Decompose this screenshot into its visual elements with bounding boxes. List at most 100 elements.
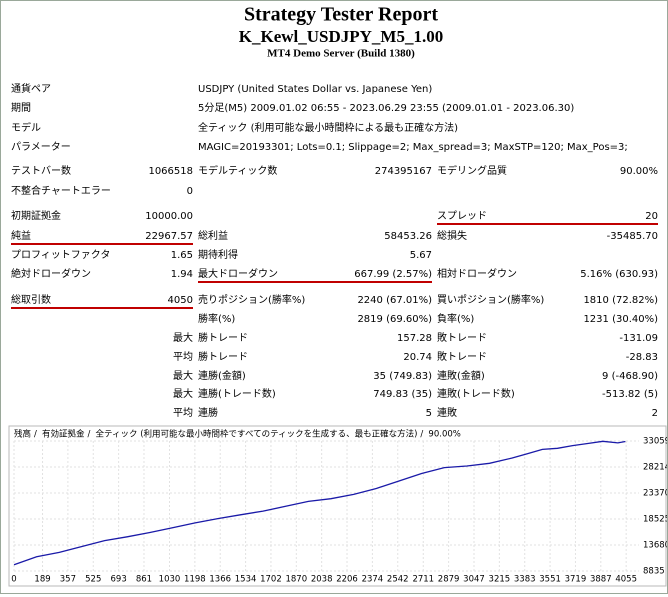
- y-tick-label: 18525: [643, 514, 667, 524]
- stat-value: 1.94: [171, 269, 193, 280]
- stat-label: プロフィットファクタ: [11, 249, 110, 261]
- x-tick-label: 1534: [235, 575, 257, 585]
- stat-value: 274395167: [375, 166, 432, 177]
- stat-value: 0: [187, 186, 193, 197]
- server-name: MT4 Demo Server (Build 1380): [267, 48, 415, 60]
- stat-value: -35485.70: [607, 231, 658, 242]
- x-tick-label: 1198: [184, 575, 206, 585]
- x-tick-label: 525: [85, 575, 101, 585]
- x-tick-label: 189: [34, 575, 50, 585]
- stat-label: テストバー数: [11, 164, 71, 177]
- stat-label: 不整合チャートエラー: [11, 184, 111, 197]
- stat-label: 連勝(トレード数): [198, 387, 276, 400]
- stat-label: 勝率(%): [198, 312, 235, 325]
- stat-label: 連勝(金額): [198, 369, 246, 382]
- stat-label: 絶対ドローダウン: [11, 267, 91, 280]
- stat-value: 平均: [173, 351, 193, 363]
- chart-frame: [8, 425, 667, 587]
- stat-label: 勝トレード: [198, 331, 248, 344]
- stat-value: 20.74: [403, 352, 432, 363]
- stat-value: 4050: [168, 295, 193, 306]
- x-tick-label: 4055: [615, 575, 637, 585]
- stat-label: 総取引数: [11, 293, 51, 306]
- stat-label: 敗トレード: [437, 331, 487, 344]
- y-tick-label: 13680: [643, 540, 667, 550]
- legend-quality: 90.00%: [428, 430, 460, 440]
- stat-label: 期待利得: [198, 248, 238, 261]
- stat-value: 35 (749.83): [373, 371, 432, 382]
- info-value: 全ティック (利用可能な最小時間枠による最も正確な方法): [198, 121, 458, 134]
- stat-value: -513.82 (5): [602, 389, 658, 400]
- x-tick-label: 1366: [209, 575, 231, 585]
- stat-value: 2240 (67.01%): [357, 295, 432, 306]
- y-tick-label: 33059: [643, 437, 667, 447]
- legend-entry: 全ティック (利用可能な最小時間枠ですべてのティックを生成する、最も正確な方法): [96, 429, 418, 440]
- stat-value: 9 (-468.90): [602, 371, 658, 382]
- stat-label: 勝トレード: [198, 350, 248, 363]
- info-label: 期間: [11, 102, 31, 114]
- legend-separator: /: [88, 430, 91, 440]
- info-value: 5分足(M5) 2009.01.02 06:55 - 2023.06.29 23…: [198, 102, 574, 114]
- stat-label: 相対ドローダウン: [437, 267, 517, 280]
- stat-label: 売りポジション(勝率%): [198, 293, 305, 306]
- stat-value: 5.67: [410, 250, 432, 261]
- stat-value: 1066518: [148, 166, 193, 177]
- stat-value: 1231 (30.40%): [583, 314, 658, 325]
- x-tick-label: 2038: [311, 575, 333, 585]
- stat-value: 1810 (72.82%): [583, 295, 658, 306]
- x-tick-label: 2374: [362, 575, 384, 585]
- stat-label: 連敗(トレード数): [437, 387, 515, 400]
- stat-value: 2: [652, 408, 658, 419]
- info-label: パラメーター: [11, 141, 71, 153]
- x-tick-label: 0: [11, 575, 16, 585]
- x-tick-label: 2542: [387, 575, 409, 585]
- stat-value: -131.09: [619, 333, 658, 344]
- x-tick-label: 3383: [514, 575, 536, 585]
- stat-label: 連敗(金額): [437, 369, 485, 382]
- x-tick-label: 1030: [159, 575, 181, 585]
- stat-value: 667.99 (2.57%): [354, 269, 432, 280]
- stat-label: 総損失: [437, 229, 467, 242]
- stat-label: 連敗: [437, 406, 457, 419]
- legend-entry: 残高: [14, 429, 31, 440]
- stat-value: 5: [426, 408, 432, 419]
- x-tick-label: 3719: [565, 575, 587, 585]
- y-tick-label: 23370: [643, 488, 667, 498]
- stat-value: -28.83: [626, 352, 658, 363]
- balance-line: [13, 440, 626, 566]
- stat-value: 最大: [173, 331, 193, 344]
- x-tick-label: 2879: [438, 575, 460, 585]
- report-title: Strategy Tester Report: [244, 4, 438, 26]
- stat-label: 初期証拠金: [11, 209, 61, 222]
- x-tick-label: 1870: [285, 575, 307, 585]
- info-label: モデル: [11, 121, 41, 134]
- x-tick-label: 861: [136, 575, 152, 585]
- stat-label: 純益: [11, 229, 31, 242]
- stat-label: モデルティック数: [198, 164, 277, 177]
- stat-value: 20: [645, 211, 658, 222]
- x-tick-label: 3047: [463, 575, 485, 585]
- stat-value: 157.28: [397, 333, 432, 344]
- info-value: MAGIC=20193301; Lots=0.1; Slippage=2; Ma…: [198, 142, 628, 153]
- stat-value: 2819 (69.60%): [357, 314, 432, 325]
- stat-label: 連勝: [198, 406, 218, 419]
- y-tick-label: 8835: [643, 567, 665, 577]
- y-tick-label: 28214: [643, 463, 667, 473]
- stat-value: 1.65: [171, 250, 193, 261]
- stat-value: 749.83 (35): [373, 389, 432, 400]
- x-tick-label: 2711: [412, 575, 434, 585]
- stat-value: 平均: [173, 407, 193, 419]
- info-value: USDJPY (United States Dollar vs. Japanes…: [198, 84, 432, 95]
- stat-label: スプレッド: [437, 210, 487, 222]
- x-tick-label: 3215: [489, 575, 511, 585]
- stat-value: 22967.57: [145, 231, 193, 242]
- stat-label: 買いポジション(勝率%): [437, 293, 544, 306]
- stat-value: 最大: [173, 387, 193, 400]
- legend-separator: /: [420, 430, 423, 440]
- stat-value: 最大: [173, 369, 193, 382]
- x-tick-label: 357: [60, 575, 76, 585]
- legend-entry: 有効証拠金: [42, 429, 85, 440]
- stat-value: 10000.00: [145, 211, 193, 222]
